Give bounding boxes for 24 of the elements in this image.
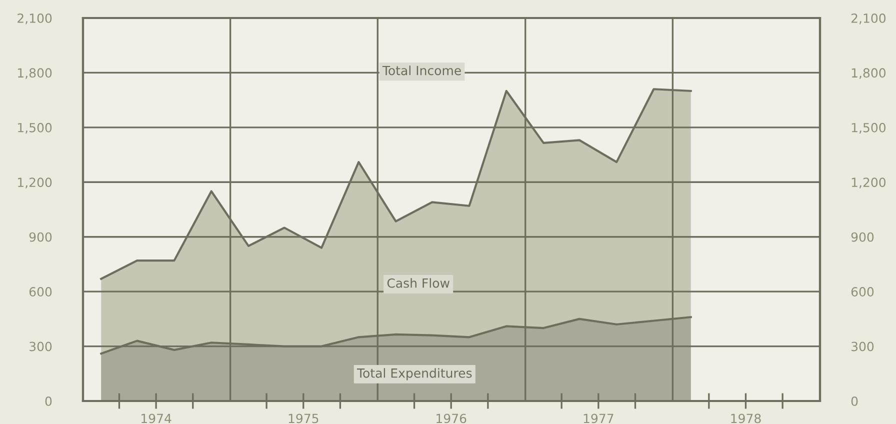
y-tick-label: 1,200 xyxy=(18,178,52,188)
annotation: Total Expenditures xyxy=(356,368,472,380)
y-tick-label: 2,100 xyxy=(18,13,52,24)
y2-tick-label: 0 xyxy=(851,396,858,406)
x-tick-label: 1977 xyxy=(584,414,614,424)
y-tick-label: 900 xyxy=(29,232,52,242)
y-tick-label: 0 xyxy=(45,396,52,406)
x-tick-label: 1974 xyxy=(142,414,172,424)
x-tick-label: 1978 xyxy=(731,414,761,424)
y2-tick-label: 1,800 xyxy=(852,68,886,79)
y-tick-label: 1,800 xyxy=(18,68,52,79)
y2-tick-label: 600 xyxy=(851,287,874,296)
y-tick-label: 300 xyxy=(30,342,52,352)
y-tick-label: 1,500 xyxy=(18,122,52,134)
y2-tick-label: 300 xyxy=(852,342,874,352)
y2-tick-label: 900 xyxy=(851,232,874,242)
y2-tick-label: 2,100 xyxy=(851,13,886,24)
y-tick-label: 600 xyxy=(29,287,52,296)
x-tick-label: 1976 xyxy=(436,414,466,424)
annotation: Cash Flow xyxy=(387,278,450,288)
y2-tick-label: 1,500 xyxy=(852,122,886,134)
y2-tick-label: 1,200 xyxy=(852,178,886,188)
x-tick-label: 1975 xyxy=(288,414,318,424)
annotation: Total Income xyxy=(382,66,461,76)
